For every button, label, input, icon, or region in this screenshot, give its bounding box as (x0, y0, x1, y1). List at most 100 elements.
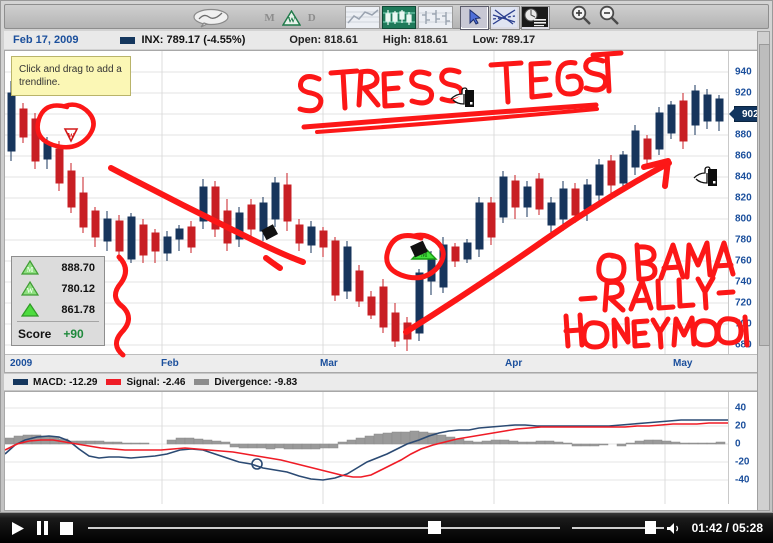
stop-button[interactable] (58, 520, 74, 536)
score-value-monthly: 888.70 (61, 261, 95, 274)
macd-svg (5, 392, 728, 504)
price-tick-680: 680 (735, 339, 752, 351)
pointing-hand-cursor-axis (693, 166, 719, 193)
price-tick-700: 700 (735, 318, 752, 330)
monthly-period-button[interactable]: M (264, 11, 275, 24)
price-tick-820: 820 (735, 192, 752, 204)
price-tick-880: 880 (735, 129, 752, 141)
quote-open: Open: 818.61 (289, 34, 358, 46)
svg-text:W: W (68, 132, 75, 140)
chart-application-frame: M W D (0, 0, 773, 513)
speaker-icon[interactable] (666, 522, 682, 540)
annotate-tool-button[interactable] (520, 5, 550, 30)
divergence-swatch (194, 379, 210, 385)
signal-score-box[interactable]: M 888.70 W 780.12 (11, 256, 105, 346)
quote-symbol-value: INX: 789.17 (-4.55%) (141, 34, 246, 46)
pointer-tool-button[interactable] (460, 5, 490, 30)
price-tick-760: 760 (735, 255, 752, 267)
price-candlestick-svg: W M (5, 51, 728, 354)
period-button-group: M W D (240, 6, 340, 29)
date-axis: 2009 Feb Mar Apr May (5, 354, 768, 372)
weekly-signal-triangle-icon: W (18, 281, 42, 296)
signal-line-swatch (106, 379, 122, 385)
divergence-legend: Divergence: -9.83 (214, 376, 298, 388)
x-tick-2009: 2009 (10, 358, 33, 369)
svg-text:W: W (287, 16, 295, 25)
toolbar: M W D (4, 4, 769, 31)
price-plot-area[interactable]: W M (5, 51, 728, 354)
svg-text:M: M (27, 266, 34, 274)
macd-tick-0: 0 (735, 438, 741, 450)
score-row-weekly: W 780.12 (12, 278, 104, 299)
pointing-hand-cursor-top (450, 87, 476, 114)
score-row-monthly: M 888.70 (12, 257, 104, 278)
x-tick-apr: Apr (505, 358, 523, 369)
price-chart-panel[interactable]: W M 940 920 880 (4, 50, 769, 373)
series-color-swatch (120, 36, 136, 44)
zoom-in-icon[interactable] (570, 4, 592, 31)
signal-line-legend: Signal: -2.46 (126, 376, 186, 388)
price-tick-860: 860 (735, 150, 752, 162)
macd-line-legend: MACD: -12.29 (33, 376, 98, 388)
weekly-period-button[interactable]: W (281, 10, 301, 26)
daily-signal-triangle-icon (18, 302, 42, 317)
macd-line (5, 419, 728, 481)
speech-bubble-icon[interactable] (190, 6, 232, 29)
x-tick-mar: Mar (320, 358, 338, 369)
seek-track (88, 527, 560, 529)
vertical-scrollbar[interactable] (757, 31, 770, 511)
chart-type-button-group (345, 6, 454, 29)
score-row-daily: 861.78 (12, 299, 104, 320)
zoom-out-icon[interactable] (598, 4, 620, 31)
seek-handle[interactable] (427, 521, 441, 534)
seek-slider[interactable] (88, 519, 560, 537)
macd-plot-area[interactable] (5, 392, 728, 504)
score-label: Score (18, 327, 52, 341)
svg-text:W: W (27, 287, 34, 295)
score-summary-row: Score +90 (12, 323, 104, 345)
price-tick-740: 740 (735, 276, 752, 288)
volume-track (571, 527, 664, 529)
signal-line (5, 422, 728, 478)
volume-handle[interactable] (644, 521, 656, 534)
zoom-button-group (560, 4, 630, 31)
macd-legend: MACD: -12.29 Signal: -2.46 Divergence: -… (4, 374, 769, 390)
macd-tick-neg20: -20 (735, 456, 750, 468)
macd-tick-20: 20 (735, 420, 747, 432)
quote-bar: Feb 17, 2009 INX: 789.17 (-4.55%) Open: … (4, 31, 769, 49)
daily-period-button[interactable]: D (307, 11, 316, 24)
drawing-tool-group (460, 5, 550, 30)
quote-low: Low: 789.17 (472, 34, 536, 46)
price-tick-920: 920 (735, 87, 752, 99)
macd-tick-neg40: -40 (735, 474, 750, 486)
macd-tick-40: 40 (735, 402, 747, 414)
x-tick-may: May (673, 358, 693, 369)
macd-indicator-panel[interactable]: 40 20 0 -20 -40 (4, 391, 769, 511)
monthly-signal-triangle-icon: M (18, 260, 42, 275)
price-tick-840: 840 (735, 171, 752, 183)
trendline-tool-button[interactable] (490, 5, 520, 30)
quote-date: Feb 17, 2009 (13, 34, 79, 46)
quote-high: High: 818.61 (382, 34, 448, 46)
price-tick-780: 780 (735, 234, 752, 246)
line-chart-type-button[interactable] (345, 6, 380, 29)
price-tick-800: 800 (735, 213, 752, 225)
ohlc-bar-chart-type-button[interactable] (418, 6, 454, 29)
price-tick-720: 720 (735, 297, 752, 309)
quote-ohlc: Open: 818.61 High: 818.61 Low: 789.17 (289, 34, 557, 46)
x-tick-feb: Feb (161, 358, 179, 369)
trendline-tooltip: Click and drag to add a trendline. (11, 56, 131, 96)
score-divider (17, 321, 99, 322)
scrollbar-thumb[interactable] (759, 44, 770, 346)
play-button[interactable] (10, 520, 26, 536)
video-player-controls: 01:42 / 05:28 (0, 513, 773, 543)
playback-time: 01:42 / 05:28 (691, 521, 763, 535)
score-value-weekly: 780.12 (61, 282, 95, 295)
volume-slider[interactable] (566, 519, 686, 537)
pause-button[interactable] (34, 520, 50, 536)
score-total-value: +90 (63, 327, 84, 341)
macd-line-swatch (13, 379, 28, 385)
score-value-daily: 861.78 (61, 303, 95, 316)
candlestick-chart-type-button[interactable] (381, 6, 417, 29)
